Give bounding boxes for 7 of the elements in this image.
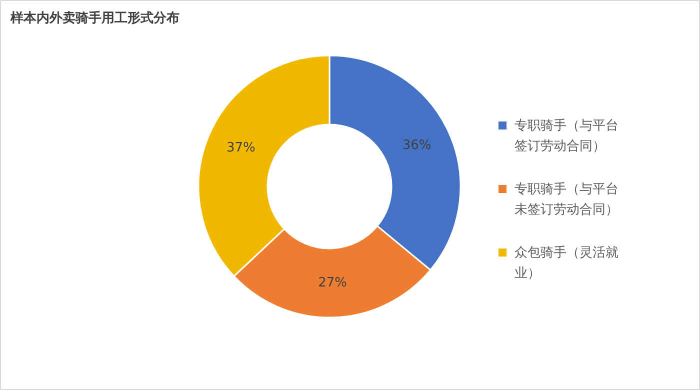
legend-label: 专职骑手（与平台未签订劳动合同） (514, 182, 618, 218)
data-label: 27% (318, 275, 347, 290)
data-label: 37% (226, 140, 256, 156)
data-label: 36% (402, 138, 432, 153)
legend-label: 专职骑手（与平台签订劳动合同） (514, 118, 618, 154)
legend-label: 众包骑手（灵活就业） (514, 246, 618, 281)
text: 样本内外卖骑手用工形式分布 (10, 10, 180, 26)
